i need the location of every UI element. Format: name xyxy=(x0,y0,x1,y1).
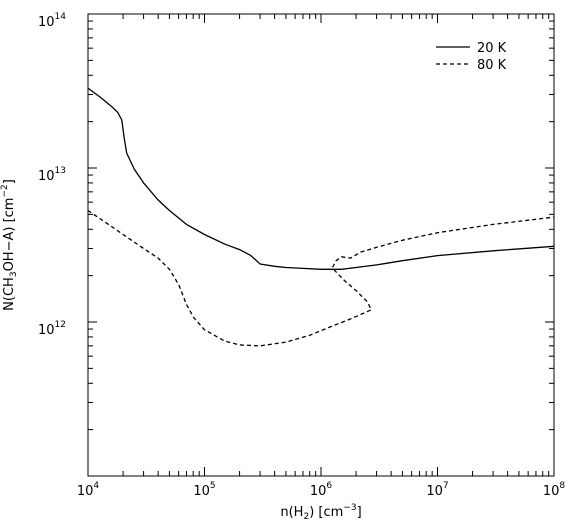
x-tick-label: 107 xyxy=(426,481,448,499)
series-line-2 xyxy=(87,209,555,347)
x-tick-label: 106 xyxy=(310,481,333,499)
legend: 20 K 80 K xyxy=(436,41,507,73)
tick-labels: 104 105 106 107 108 1012 1013 1014 xyxy=(38,12,565,499)
x-tick-label: 105 xyxy=(193,481,215,499)
legend-label: 80 K xyxy=(477,58,507,73)
y-axis-label: N(CH3OH−A) [cm−2] xyxy=(0,179,19,311)
y-tick-label: 1012 xyxy=(38,320,66,338)
x-tick-label: 104 xyxy=(77,481,100,499)
y-tick-label: 1014 xyxy=(38,12,66,30)
y-tick-label: 1013 xyxy=(38,166,66,184)
plot-frame xyxy=(87,13,555,477)
x-tick-label: 108 xyxy=(543,481,566,499)
x-axis-label: n(H2) [cm−3] xyxy=(280,503,361,521)
series-lines xyxy=(87,87,555,347)
legend-label: 20 K xyxy=(477,41,507,56)
series-line-1 xyxy=(87,87,555,270)
axis-ticks xyxy=(87,13,555,477)
